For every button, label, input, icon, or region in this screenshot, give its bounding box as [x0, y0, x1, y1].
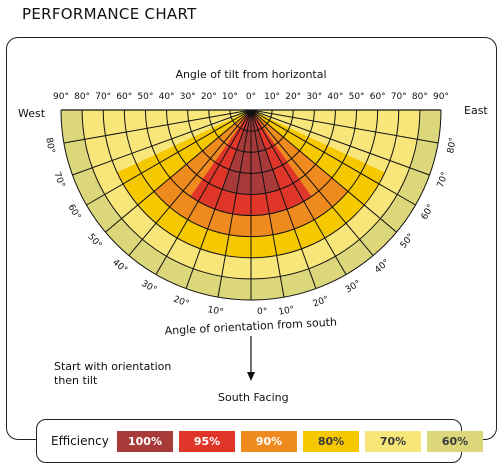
- legend-swatch-100: 100%: [117, 431, 173, 452]
- orientation-line--50: [105, 109, 252, 233]
- orientation-line-80: [250, 109, 439, 144]
- orientation-line--20: [185, 109, 252, 289]
- tilt-tick-label: 30°: [180, 92, 196, 102]
- tilt-tick-label: 10°: [222, 92, 238, 102]
- orientation-tick-east: 10°: [278, 305, 295, 318]
- orientation-tick-west: 70°: [51, 171, 66, 189]
- orientation-tick-west: 30°: [139, 279, 158, 296]
- orientation-zero-label: 0°: [257, 307, 267, 317]
- orientation-tick-east: 40°: [373, 258, 392, 276]
- tilt-tick-label: 20°: [201, 92, 217, 102]
- orientation-tick-west: 20°: [172, 295, 190, 310]
- orientation-tick-east: 30°: [344, 279, 363, 296]
- tilt-tick-label: 60°: [370, 92, 386, 102]
- orientation-line--60: [86, 109, 252, 206]
- east-label: East: [464, 104, 488, 117]
- orientation-line-30: [250, 109, 347, 275]
- tilt-tick-label: 90°: [433, 92, 449, 102]
- tilt-tick-label: 80°: [74, 92, 90, 102]
- tilt-tick-label: 80°: [412, 92, 428, 102]
- orientation-line--30: [155, 109, 252, 275]
- tilt-tick-label: 90°: [53, 92, 69, 102]
- legend-swatch-60: 60%: [427, 431, 483, 452]
- orientation-line--40: [128, 109, 252, 256]
- orientation-line-20: [250, 109, 317, 289]
- legend-swatch-70: 70%: [365, 431, 421, 452]
- orientation-tick-east: 20°: [312, 295, 330, 310]
- orientation-line--80: [63, 109, 252, 144]
- orientation-tick-east: 80°: [446, 137, 459, 154]
- orientation-tick-west: 80°: [43, 137, 56, 154]
- tilt-tick-label: 50°: [137, 92, 153, 102]
- tilt-axis-label: Angle of tilt from horizontal: [175, 68, 326, 81]
- legend-label: Efficiency: [51, 434, 109, 448]
- orientation-line-40: [250, 109, 374, 256]
- orientation-tick-east: 50°: [399, 232, 417, 251]
- orientation-tick-west: 60°: [66, 203, 83, 222]
- orientation-tick-west: 10°: [207, 305, 224, 318]
- orientation-line--10: [217, 109, 252, 298]
- efficiency-legend: Efficiency 100% 95% 90% 80% 70% 60%: [36, 419, 483, 463]
- orientation-axis-label: Angle of orientation from south: [164, 316, 337, 338]
- tilt-tick-label: 70°: [95, 92, 111, 102]
- orientation-tick-west: 50°: [85, 232, 103, 251]
- south-facing-label: South Facing: [218, 391, 289, 404]
- west-label: West: [18, 107, 46, 120]
- orientation-line--70: [72, 109, 252, 176]
- orientation-tick-west: 40°: [110, 258, 129, 276]
- tilt-tick-label: 30°: [306, 92, 322, 102]
- south-arrow-head: [247, 372, 255, 381]
- orientation-line-70: [250, 109, 430, 176]
- tilt-tick-label: 20°: [285, 92, 301, 102]
- legend-swatch-80: 80%: [303, 431, 359, 452]
- instruction-text: Start with orientation then tilt: [54, 360, 172, 387]
- orientation-tick-east: 70°: [436, 171, 451, 189]
- tilt-tick-label: 40°: [327, 92, 343, 102]
- orientation-line-50: [250, 109, 397, 233]
- tilt-tick-label: 60°: [116, 92, 132, 102]
- orientation-tick-east: 60°: [420, 203, 437, 222]
- tilt-tick-label: 50°: [349, 92, 365, 102]
- tilt-tick-label: 70°: [391, 92, 407, 102]
- page-title: PERFORMANCE CHART: [22, 5, 197, 23]
- orientation-line-60: [250, 109, 416, 206]
- tilt-tick-label: 0°: [246, 92, 256, 102]
- tilt-tick-label: 10°: [264, 92, 280, 102]
- legend-swatch-95: 95%: [179, 431, 235, 452]
- orientation-line-10: [250, 109, 285, 298]
- legend-swatch-90: 90%: [241, 431, 297, 452]
- tilt-tick-label: 40°: [159, 92, 175, 102]
